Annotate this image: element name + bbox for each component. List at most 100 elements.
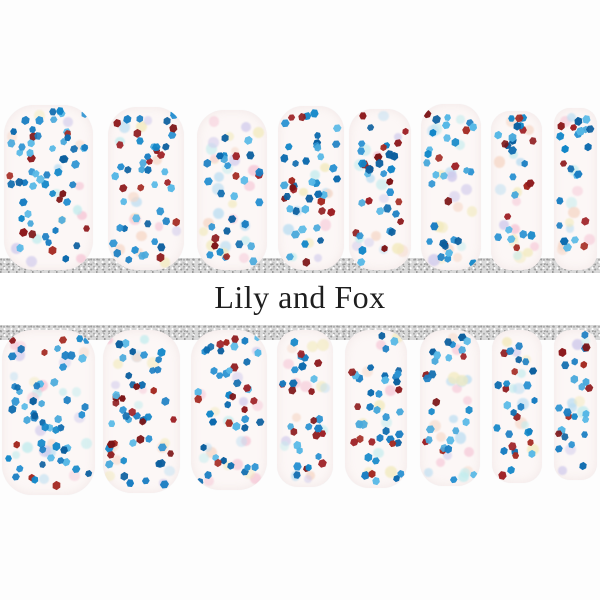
- glitter-dot: [114, 243, 126, 255]
- glitter-dot: [242, 357, 253, 368]
- glitter-dot: [283, 192, 291, 201]
- glitter-dot: [445, 353, 454, 362]
- glitter-dot: [493, 233, 502, 242]
- glitter-dot: [435, 432, 446, 443]
- glitter-dot: [255, 198, 264, 207]
- glitter-dot: [199, 453, 209, 463]
- glitter-dot: [254, 416, 266, 428]
- glitter-dot: [460, 353, 468, 361]
- glitter-dot: [451, 344, 462, 355]
- glitter-dot: [57, 335, 68, 346]
- glitter-dot: [239, 335, 249, 345]
- glitter-dot: [210, 154, 220, 163]
- glitter-dot: [146, 357, 159, 370]
- glitter-dot: [199, 227, 208, 237]
- glitter-dot: [35, 425, 47, 437]
- nail-wrap-strip-bottom-5: [345, 330, 407, 488]
- glitter-dot: [9, 372, 19, 381]
- glitter-dot: [132, 352, 142, 363]
- glitter-dot: [53, 414, 64, 425]
- glitter-dot: [159, 257, 170, 268]
- glitter-dot: [279, 153, 290, 164]
- glitter-dot: [301, 157, 310, 166]
- glitter-dot: [54, 164, 63, 173]
- glitter-dot: [287, 343, 297, 354]
- glitter-dot: [208, 137, 219, 148]
- glitter-dot: [69, 158, 82, 171]
- glitter-dot: [319, 219, 332, 231]
- glitter-dot: [231, 334, 240, 343]
- glitter-dot: [567, 112, 577, 122]
- glitter-dot: [368, 437, 377, 446]
- glitter-dot: [458, 471, 469, 482]
- glitter-dot: [526, 231, 537, 242]
- glitter-dot: [446, 171, 458, 182]
- glitter-dot: [104, 335, 114, 345]
- glitter-dot: [144, 220, 152, 228]
- glitter-dot: [452, 202, 463, 213]
- glitter-dot: [231, 171, 241, 181]
- glitter-dot: [18, 143, 26, 151]
- glitter-dot: [167, 450, 175, 458]
- glitter-dot: [229, 342, 239, 352]
- glitter-dot: [277, 379, 287, 389]
- glitter-dot: [124, 371, 134, 381]
- glitter-dot: [134, 248, 143, 257]
- glitter-dot: [128, 191, 139, 203]
- nail-wrap-strip-top-6: [421, 104, 481, 270]
- glitter-dot: [210, 407, 220, 417]
- glitter-dot: [207, 417, 218, 428]
- glitter-dot: [558, 240, 569, 251]
- glitter-dot: [111, 380, 120, 390]
- glitter-dot: [516, 368, 527, 379]
- glitter-dot: [391, 208, 402, 219]
- glitter-dot: [135, 230, 147, 242]
- glitter-dot: [565, 224, 575, 234]
- glitter-dot: [104, 470, 116, 482]
- glitter-dot: [310, 170, 321, 180]
- glitter-dot: [39, 348, 49, 358]
- glitter-dot: [558, 466, 567, 475]
- glitter-dot: [52, 188, 61, 198]
- glitter-dot: [319, 382, 331, 394]
- glitter-dot: [568, 403, 578, 413]
- glitter-dot: [117, 182, 129, 194]
- glitter-dot: [243, 468, 256, 480]
- glitter-dot: [580, 215, 592, 227]
- glitter-dot: [214, 171, 225, 182]
- glitter-dot: [395, 217, 405, 227]
- glitter-dot: [27, 181, 38, 192]
- glitter-dot: [73, 242, 82, 251]
- glitter-dot: [205, 446, 217, 458]
- glitter-dot: [574, 396, 586, 408]
- glitter-dot: [449, 414, 458, 424]
- glitter-dot: [437, 222, 449, 233]
- glitter-dot: [530, 395, 539, 404]
- glitter-dot: [578, 460, 589, 471]
- glitter-dot: [20, 402, 30, 412]
- glitter-dot: [25, 255, 38, 268]
- glitter-dot: [283, 142, 294, 153]
- glitter-dot: [313, 357, 325, 369]
- glitter-dot: [63, 117, 74, 127]
- glitter-dot: [304, 237, 315, 248]
- glitter-dot: [240, 405, 249, 414]
- glitter-dot: [373, 448, 384, 459]
- glitter-dot: [279, 441, 290, 451]
- glitter-dot: [374, 389, 384, 399]
- glitter-dot: [386, 188, 395, 197]
- glitter-dot: [235, 435, 247, 447]
- glitter-dot: [527, 443, 539, 456]
- glitter-dot: [332, 174, 343, 185]
- glitter-dot: [58, 387, 68, 397]
- glitter-dot: [564, 217, 574, 227]
- glitter-dot: [205, 143, 218, 155]
- glitter-dot: [466, 206, 477, 217]
- glitter-dot: [501, 336, 513, 348]
- glitter-dot: [291, 412, 302, 423]
- glitter-dot: [50, 226, 59, 235]
- glitter-dot: [352, 240, 363, 251]
- glitter-dot: [27, 220, 35, 228]
- glitter-dot: [516, 157, 525, 167]
